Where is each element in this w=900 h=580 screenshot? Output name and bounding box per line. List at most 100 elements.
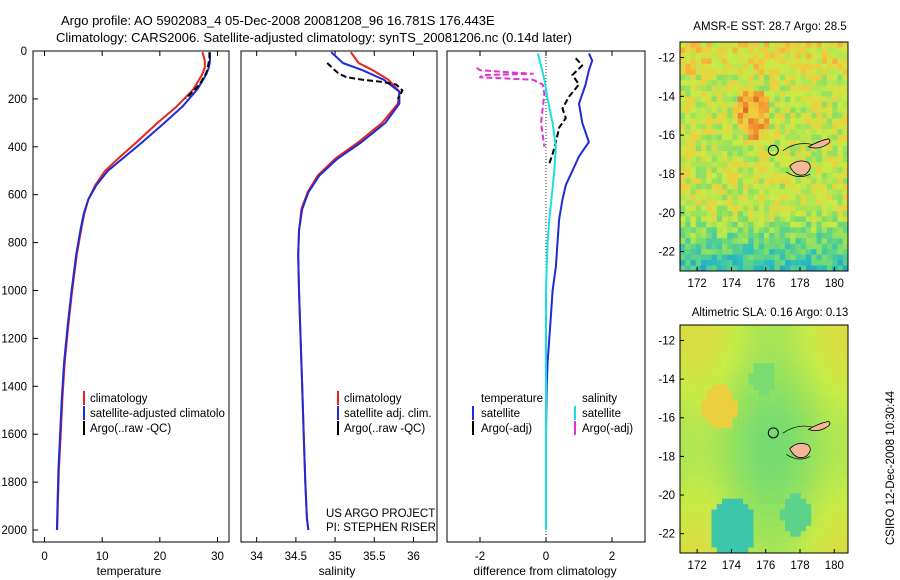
map-cell <box>753 134 760 141</box>
map-cell <box>753 439 760 445</box>
map-cell <box>753 531 760 538</box>
map-cell <box>821 498 828 505</box>
map-cell <box>695 69 702 76</box>
map-cell <box>827 172 833 179</box>
map-cell <box>711 379 718 386</box>
map-cell <box>716 80 723 86</box>
map-cell <box>795 58 802 65</box>
map-cell <box>837 363 844 369</box>
map-cell <box>821 406 828 413</box>
map-cell <box>774 63 781 70</box>
map-cell <box>716 401 723 407</box>
map-cell <box>748 368 754 375</box>
map-cell <box>811 449 817 456</box>
map-cell <box>785 542 791 548</box>
map-cell <box>816 205 823 212</box>
map-cell <box>774 232 781 239</box>
map-cell <box>821 74 828 81</box>
map-cell <box>816 232 823 239</box>
map-cell <box>695 341 702 348</box>
map-cell <box>774 58 781 65</box>
map-cell <box>716 477 723 483</box>
map-cell <box>769 493 775 500</box>
map-cell <box>764 428 770 434</box>
map-cell <box>821 194 828 201</box>
map-cell <box>832 172 838 179</box>
map-cell <box>832 417 838 424</box>
map-cell <box>711 178 718 185</box>
map-cell <box>732 140 739 146</box>
map-cell <box>753 107 760 114</box>
map-cell <box>680 145 686 152</box>
map-cell <box>680 140 686 146</box>
map-cell <box>695 466 702 472</box>
map-cell <box>732 493 739 500</box>
map-cell <box>753 156 760 163</box>
map-cell <box>785 172 791 179</box>
map-cell <box>690 232 697 239</box>
map-cell <box>737 74 744 81</box>
map-cell <box>785 249 791 255</box>
map-cell <box>764 346 770 353</box>
map-cell <box>790 123 796 130</box>
map-cell <box>690 58 697 65</box>
map-cell <box>737 525 744 532</box>
map-cell <box>816 395 823 402</box>
map-cell <box>758 172 765 179</box>
map-cell <box>685 525 691 532</box>
map-cell <box>832 123 838 130</box>
map-cell <box>816 96 823 103</box>
map-cell <box>695 357 702 364</box>
map-cell <box>816 123 823 130</box>
map-cell <box>758 129 765 135</box>
map-cell <box>769 330 775 337</box>
map-cell <box>769 167 775 174</box>
map-cell <box>701 211 707 217</box>
map-cell <box>685 63 691 70</box>
map-cell <box>680 183 686 190</box>
map-cell <box>795 357 802 364</box>
map-cell <box>706 325 712 331</box>
map-cell <box>795 401 802 407</box>
map-cell <box>779 515 786 521</box>
map-cell <box>695 249 702 255</box>
map-cell <box>800 52 807 59</box>
map-cell <box>785 145 791 152</box>
map-cell <box>816 401 823 407</box>
map-cell <box>748 167 754 174</box>
map-cell <box>743 433 749 440</box>
map-cell <box>842 509 848 516</box>
map-cell <box>732 520 739 527</box>
map-cell <box>821 390 828 396</box>
map-cell <box>806 390 812 396</box>
map-cell <box>790 216 796 223</box>
map-cell <box>701 91 707 97</box>
map-cell <box>711 134 718 141</box>
map-cell <box>737 96 744 103</box>
map-cell <box>790 379 796 386</box>
map-cell <box>685 194 691 201</box>
map-cell <box>764 249 770 255</box>
map-cell <box>732 352 739 358</box>
map-y-tick-label: -14 <box>658 91 675 103</box>
map-cell <box>695 504 702 510</box>
map-cell <box>690 151 697 157</box>
map-cell <box>800 547 807 553</box>
map-cell <box>764 243 770 250</box>
map-cell <box>690 238 697 245</box>
map-cell <box>774 384 781 391</box>
map-cell <box>701 129 707 135</box>
map-cell <box>716 487 723 494</box>
map-cell <box>711 401 718 407</box>
map-cell <box>748 330 754 337</box>
map-cell <box>748 406 754 413</box>
map-cell <box>737 47 744 54</box>
map-cell <box>727 444 733 451</box>
map-cell <box>743 520 749 527</box>
map-cell <box>811 455 817 462</box>
map-cell <box>727 161 733 168</box>
map-cell <box>727 205 733 212</box>
map-cell <box>790 352 796 358</box>
map-cell <box>764 42 770 48</box>
map-cell <box>806 227 812 234</box>
